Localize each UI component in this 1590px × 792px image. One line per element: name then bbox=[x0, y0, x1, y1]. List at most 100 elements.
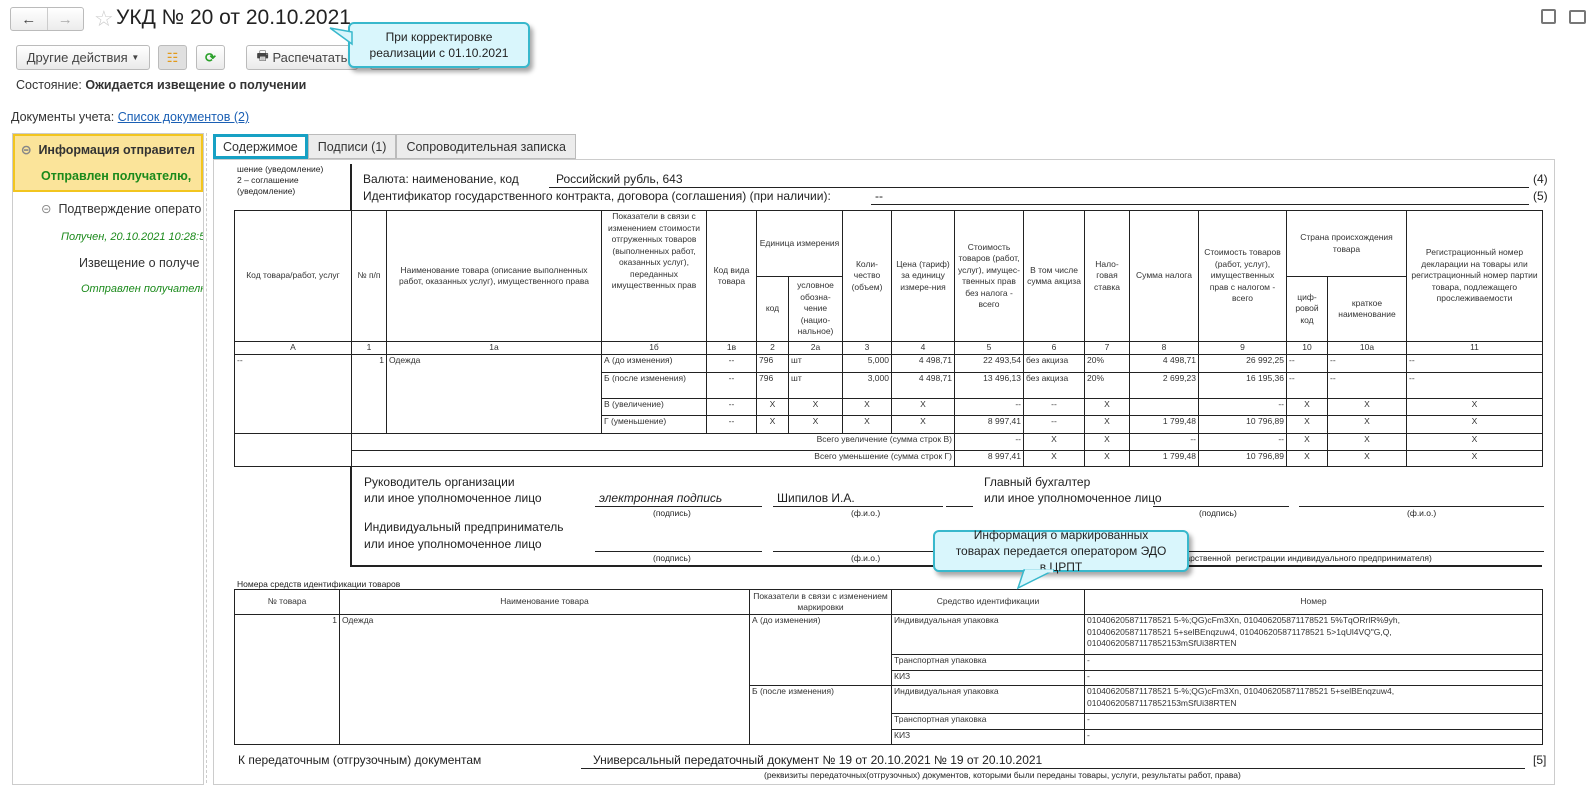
table-cell: 20% bbox=[1084, 354, 1130, 373]
tree-item-operator-confirmation[interactable]: ⊝ Подтверждение операто bbox=[41, 201, 201, 216]
ident-number-line: - bbox=[1087, 655, 1090, 666]
table-cell: X bbox=[756, 398, 789, 416]
accounting-docs-label: Документы учета: bbox=[11, 110, 115, 124]
table-cell: X bbox=[891, 398, 955, 416]
structure-button[interactable]: ☷ bbox=[158, 45, 187, 70]
panel-splitter[interactable] bbox=[206, 133, 207, 783]
table-cell: X bbox=[891, 415, 955, 434]
currency-value: Российский рубль, 643 bbox=[556, 172, 683, 186]
ident-header: № товара bbox=[234, 589, 340, 615]
column-number: 8 bbox=[1129, 341, 1199, 355]
header-tax-rate: Нало-говая ставка bbox=[1084, 210, 1130, 342]
tree-item-sender-info[interactable]: ⊝ Информация отправител Отправлен получа… bbox=[13, 134, 203, 192]
table-cell: 4 498,71 bbox=[891, 372, 955, 399]
table-cell: -- bbox=[954, 398, 1024, 416]
tree-item-status: Отправлен получателю bbox=[81, 283, 204, 295]
callout-pointer bbox=[1016, 569, 1055, 590]
table-cell: -- bbox=[706, 415, 757, 434]
tree-item-title: Подтверждение операто bbox=[58, 202, 202, 216]
table-cell: X bbox=[1406, 398, 1543, 416]
header-num: № п/п bbox=[351, 210, 387, 342]
collapse-icon[interactable]: ⊝ bbox=[21, 143, 32, 157]
table-cell: 5,000 bbox=[842, 354, 892, 373]
totals-cell: X bbox=[1406, 450, 1543, 467]
table-cell: 13 496,13 bbox=[954, 372, 1024, 399]
marking-change-indicator: А (до изменения) bbox=[749, 614, 892, 686]
header-indicators: Показатели в связи с изменением стоимост… bbox=[601, 210, 707, 342]
print-label: Распечатать bbox=[272, 50, 348, 65]
column-number: 11 bbox=[1406, 341, 1543, 355]
column-number: 9 bbox=[1198, 341, 1287, 355]
document-view[interactable]: шение (уведомление) 2 – соглашение (увед… bbox=[213, 159, 1555, 785]
blank-cell bbox=[234, 433, 352, 467]
favorite-star-icon[interactable]: ☆ bbox=[94, 6, 114, 31]
totals-row: Всего увеличение (сумма строк В) -- X X -- --… bbox=[234, 433, 1543, 467]
ident-table: № товара Наименование товара Показатели … bbox=[234, 589, 1543, 745]
column-number: 2 bbox=[756, 341, 789, 355]
table-cell: без акциза bbox=[1023, 372, 1085, 399]
header-qty: Коли-чество (объем) bbox=[842, 210, 892, 342]
tab-cover-note[interactable]: Сопроводительная записка bbox=[396, 134, 576, 159]
header-unit: Единица измерения bbox=[756, 210, 843, 277]
table-cell: 16 195,36 bbox=[1198, 372, 1287, 399]
forward-arrow-icon[interactable]: → bbox=[46, 8, 84, 30]
table-cell: X bbox=[1406, 415, 1543, 434]
column-number: 7 bbox=[1084, 341, 1130, 355]
transfer-label: К передаточным (отгрузочным) документам bbox=[238, 753, 482, 767]
totals-cell: X bbox=[1084, 450, 1130, 467]
item-code: -- bbox=[234, 354, 352, 434]
table-cell: 796 bbox=[756, 354, 789, 373]
accountant-label: или иное уполномоченное лицо bbox=[984, 491, 1162, 505]
table-cell: 20% bbox=[1084, 372, 1130, 399]
status-label: Состояние: bbox=[16, 78, 82, 92]
vertical-border bbox=[350, 164, 352, 210]
column-number: 1б bbox=[601, 341, 707, 355]
save-icon[interactable] bbox=[1541, 9, 1556, 24]
invoice-table: Код товара/работ, услуг № п/п Наименован… bbox=[234, 210, 1543, 467]
item-number: 1 bbox=[351, 354, 387, 434]
back-arrow-icon[interactable]: ← bbox=[21, 10, 37, 28]
ident-numbers: - bbox=[1084, 729, 1543, 745]
print-icon[interactable] bbox=[1569, 10, 1586, 24]
table-cell: X bbox=[1084, 415, 1130, 434]
table-cell: 3,000 bbox=[842, 372, 892, 399]
change-indicator: Б (после изменения) bbox=[601, 372, 707, 399]
ident-number-line: - bbox=[1087, 714, 1090, 725]
other-actions-button[interactable]: Другие действия ▼ bbox=[16, 45, 150, 70]
table-cell: X bbox=[788, 398, 843, 416]
ident-number-line: 010406205871178521 5-%;QG)cFm3Xn, 010406… bbox=[1087, 615, 1400, 626]
tree-item-receipt-notice[interactable]: Извещение о получе bbox=[79, 256, 199, 270]
table-cell: 8 997,41 bbox=[954, 415, 1024, 434]
documents-list-link[interactable]: Список документов (2) bbox=[117, 110, 250, 124]
caption: (ф.и.о.) bbox=[851, 553, 881, 563]
transfer-ref: [5] bbox=[1533, 753, 1547, 767]
tab-signatures[interactable]: Подписи (1) bbox=[307, 134, 397, 159]
column-number: А bbox=[234, 341, 352, 355]
table-cell: 2 699,23 bbox=[1129, 372, 1199, 399]
marking-change-indicator: Б (после изменения) bbox=[749, 685, 892, 745]
table-cell: X bbox=[1327, 415, 1407, 434]
tab-content[interactable]: Содержимое bbox=[213, 134, 308, 159]
column-number: 5 bbox=[954, 341, 1024, 355]
table-cell: без акциза bbox=[1023, 354, 1085, 373]
table-cell: шт bbox=[788, 354, 843, 373]
table-cell: -- bbox=[1406, 354, 1543, 373]
table-cell: -- bbox=[1023, 398, 1085, 416]
totals-cell: X bbox=[1023, 433, 1085, 451]
table-cell: -- bbox=[1286, 372, 1328, 399]
side-note-line: 2 – соглашение bbox=[237, 175, 299, 185]
tab-bar: Содержимое Подписи (1) Сопроводительная … bbox=[213, 134, 576, 159]
totals-row: Всего уменьшение (сумма строк Г) 8 997,41… bbox=[235, 450, 1543, 467]
header-tax-sum: Сумма налога bbox=[1129, 210, 1199, 342]
currency-ref: (4) bbox=[1533, 172, 1548, 186]
callout-pointer bbox=[329, 27, 353, 46]
table-cell: 26 992,25 bbox=[1198, 354, 1287, 373]
print-button[interactable]: 🖶 Распечатать bbox=[246, 45, 358, 70]
header-unit-code: код bbox=[756, 276, 789, 342]
ident-number-line: 01040620587117852153mSfUi38RTEN bbox=[1087, 697, 1237, 708]
transfer-value: Универсальный передаточный документ № 19… bbox=[593, 753, 1043, 767]
caption: (подпись) bbox=[653, 553, 691, 563]
collapse-icon[interactable]: ⊝ bbox=[41, 202, 52, 216]
window-title: УКД № 20 от 20.10.2021 bbox=[116, 6, 351, 29]
refresh-button[interactable]: ⟳ bbox=[196, 45, 225, 70]
